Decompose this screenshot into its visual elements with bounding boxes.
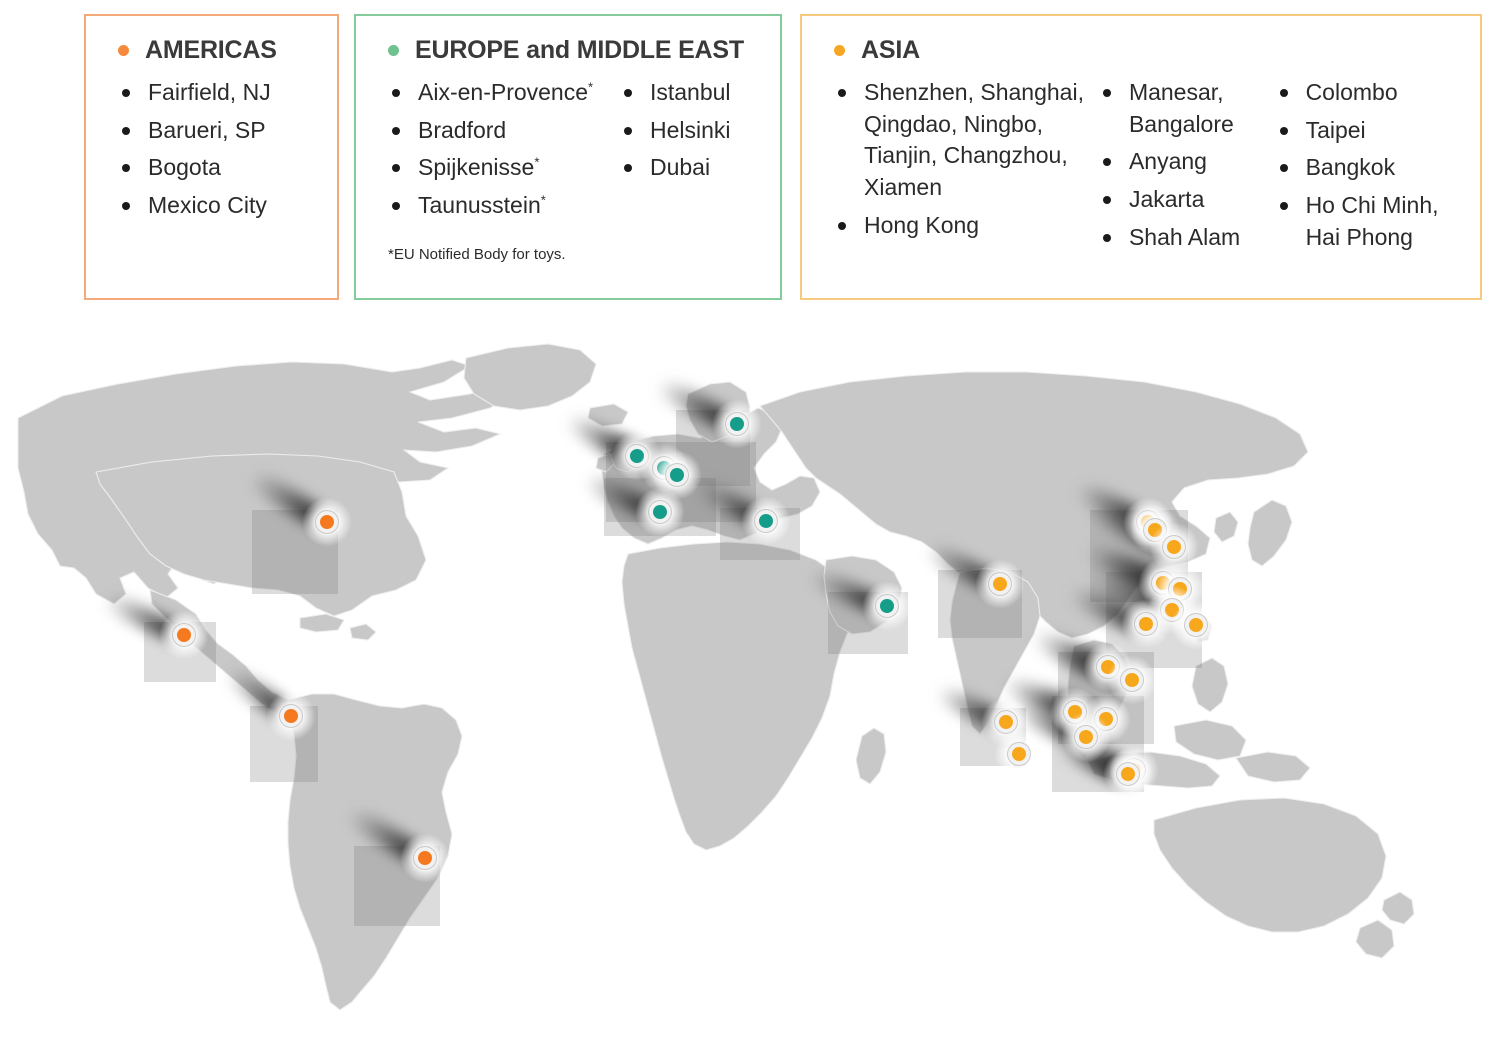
list-item: Colombo: [1276, 77, 1462, 109]
marker-dot-icon: [993, 577, 1007, 591]
legend-panel-europe-middle-east: EUROPE and MIDDLE EAST Aix-en-Provence* …: [354, 14, 782, 300]
map-markers: [0, 322, 1504, 1043]
legend-title-europe: EUROPE and MIDDLE EAST: [415, 36, 744, 64]
map-marker-barueri-sp[interactable]: [400, 833, 450, 883]
map-marker-xiamen[interactable]: [1121, 599, 1171, 649]
map-marker-taipei[interactable]: [1171, 600, 1221, 650]
marker-dot-icon: [1079, 730, 1093, 744]
marker-dot-icon: [880, 599, 894, 613]
map-marker-hong-kong[interactable]: [1107, 655, 1157, 705]
marker-dot-icon: [999, 715, 1013, 729]
list-item: Bogota: [118, 152, 319, 184]
list-item: Taunusstein*: [388, 190, 620, 222]
map-marker-dubai[interactable]: [862, 581, 912, 631]
location-list-europe-col2: Istanbul Helsinki Dubai: [620, 77, 762, 184]
list-item: Aix-en-Provence*: [388, 77, 620, 109]
legend-title-asia: ASIA: [861, 36, 920, 64]
list-item: Spijkenisse*: [388, 152, 620, 184]
legend-panel-asia: ASIA Shenzhen, Shanghai, Qingdao, Ningbo…: [800, 14, 1482, 300]
list-item: Mexico City: [118, 190, 319, 222]
marker-dot-icon: [1125, 673, 1139, 687]
list-item: Jakarta: [1099, 184, 1276, 216]
marker-dot-icon: [1012, 747, 1026, 761]
legend-header-europe: EUROPE and MIDDLE EAST: [388, 38, 762, 63]
list-item: Dubai: [620, 152, 762, 184]
legend-panel-americas: AMERICAS Fairfield, NJ Barueri, SP Bogot…: [84, 14, 339, 300]
footnote-eu-notified-body: *EU Notified Body for toys.: [388, 245, 566, 263]
marker-dot-icon: [1121, 767, 1135, 781]
list-item: Fairfield, NJ: [118, 77, 319, 109]
list-item: Helsinki: [620, 115, 762, 147]
legend-dot-asia-icon: [834, 45, 845, 56]
list-item: Hong Kong: [834, 210, 1099, 242]
map-marker-manesar[interactable]: [975, 559, 1025, 609]
world-map: [0, 322, 1504, 1043]
marker-dot-icon: [284, 709, 298, 723]
list-item: Shah Alam: [1099, 222, 1276, 254]
map-marker-taunusstein[interactable]: [652, 450, 702, 500]
marker-dot-icon: [1189, 618, 1203, 632]
map-marker-colombo[interactable]: [994, 729, 1044, 779]
map-marker-shah-alam[interactable]: [1061, 712, 1111, 762]
map-marker-helsinki[interactable]: [712, 399, 762, 449]
marker-dot-icon: [1167, 540, 1181, 554]
marker-dot-icon: [670, 468, 684, 482]
marker-dot-icon: [177, 628, 191, 642]
legend-header-americas: AMERICAS: [118, 38, 319, 63]
marker-dot-icon: [759, 514, 773, 528]
map-marker-istanbul[interactable]: [741, 496, 791, 546]
map-marker-fairfield-nj[interactable]: [302, 497, 352, 547]
location-list-asia-col2: Manesar, Bangalore Anyang Jakarta Shah A…: [1099, 77, 1276, 254]
location-list-americas: Fairfield, NJ Barueri, SP Bogota Mexico …: [118, 77, 319, 222]
list-item: Barueri, SP: [118, 115, 319, 147]
map-marker-aix-en-provence[interactable]: [635, 487, 685, 537]
marker-dot-icon: [320, 515, 334, 529]
list-item: Istanbul: [620, 77, 762, 109]
map-marker-qingdao[interactable]: [1149, 522, 1199, 572]
marker-dot-icon: [730, 417, 744, 431]
list-item: Ho Chi Minh, Hai Phong: [1276, 190, 1462, 253]
location-list-asia-col3: Colombo Taipei Bangkok Ho Chi Minh, Hai …: [1276, 77, 1462, 254]
map-marker-jakarta[interactable]: [1103, 749, 1153, 799]
marker-dot-icon: [418, 851, 432, 865]
list-item: Manesar, Bangalore: [1099, 77, 1276, 140]
legend-dot-americas-icon: [118, 45, 129, 56]
list-item: Shenzhen, Shanghai, Qingdao, Ningbo, Tia…: [834, 77, 1099, 204]
map-marker-bogota[interactable]: [266, 691, 316, 741]
marker-dot-icon: [1139, 617, 1153, 631]
legend-dot-europe-icon: [388, 45, 399, 56]
legend-header-asia: ASIA: [834, 38, 1462, 63]
legend-title-americas: AMERICAS: [145, 36, 277, 64]
marker-dot-icon: [653, 505, 667, 519]
list-item: Taipei: [1276, 115, 1462, 147]
location-list-europe-col1: Aix-en-Provence* Bradford Spijkenisse* T…: [388, 77, 620, 222]
location-list-asia-col1: Shenzhen, Shanghai, Qingdao, Ningbo, Tia…: [834, 77, 1099, 242]
list-item: Anyang: [1099, 146, 1276, 178]
list-item: Bangkok: [1276, 152, 1462, 184]
list-item: Bradford: [388, 115, 620, 147]
map-marker-mexico-city[interactable]: [159, 610, 209, 660]
legend-panels: AMERICAS Fairfield, NJ Barueri, SP Bogot…: [0, 14, 1504, 300]
